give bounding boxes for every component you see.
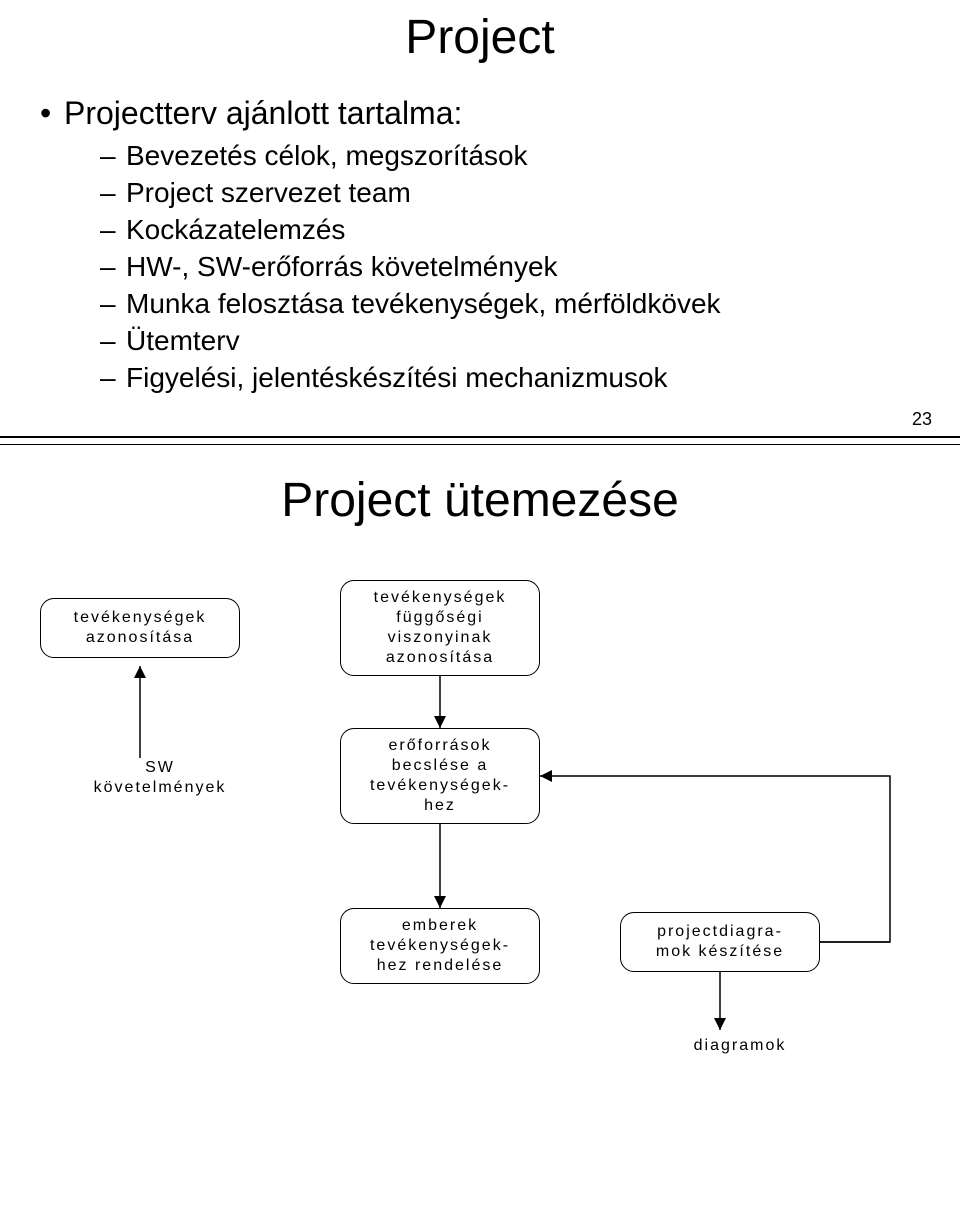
bullet-l1: Projectterv ajánlott tartalma: bbox=[40, 95, 940, 132]
page-number: 23 bbox=[0, 397, 960, 436]
flow-node: tevékenységekfüggőségiviszonyinakazonosí… bbox=[340, 580, 540, 676]
bullet-l2: Munka felosztása tevékenységek, mérföldk… bbox=[100, 286, 940, 321]
section-title: Project ütemezése bbox=[0, 473, 960, 528]
bullet-l2: Ütemterv bbox=[100, 323, 940, 358]
flow-node: tevékenységekazonosítása bbox=[40, 598, 240, 658]
flow-node: projectdiagra-mok készítése bbox=[620, 912, 820, 972]
bullet-l2: Kockázatelemzés bbox=[100, 212, 940, 247]
bullet-l2: HW-, SW-erőforrás követelmények bbox=[100, 249, 940, 284]
flow-node: SWkövetelmények bbox=[70, 758, 250, 808]
flow-node: diagramok bbox=[660, 1036, 820, 1056]
divider bbox=[0, 436, 960, 438]
flow-node: emberektevékenységek-hez rendelése bbox=[340, 908, 540, 984]
flow-diagram: tevékenységekazonosítása tevékenységekfüg… bbox=[0, 538, 960, 1058]
page-title: Project bbox=[0, 10, 960, 65]
bullet-l2: Project szervezet team bbox=[100, 175, 940, 210]
bullet-list: Projectterv ajánlott tartalma: Bevezetés… bbox=[0, 95, 960, 395]
flow-node: erőforrásokbecslése atevékenységek-hez bbox=[340, 728, 540, 824]
bullet-l2: Figyelési, jelentéskészítési mechanizmus… bbox=[100, 360, 940, 395]
bullet-l2: Bevezetés célok, megszorítások bbox=[100, 138, 940, 173]
divider-thin bbox=[0, 444, 960, 445]
